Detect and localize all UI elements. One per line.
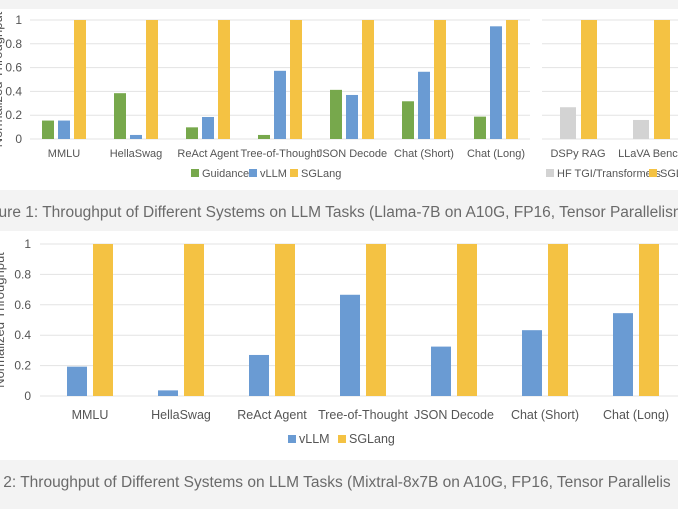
y-tick-label: 0.8 [14,267,31,281]
bar-vllm [249,354,269,396]
figure-1-left-chart: 0 0.2 0.4 0.6 0.8 1 Normalized Throughput MMLU H… [0,11,530,180]
legend-swatch-vllm [249,169,257,177]
x-category-label: MMLU [48,148,80,160]
x-category-label: Chat (Short) [511,408,579,422]
bar-sglang [218,20,230,139]
legend-label: vLLM [299,432,330,446]
bar-sglang [146,20,158,139]
figure-2-caption: Figure 2: Throughput of Different System… [0,474,671,491]
figure-1-caption: Figure 1: Throughput of Different System… [0,204,678,221]
x-category-label: LLaVA Bench [618,148,678,160]
x-category-label: ReAct Agent [237,408,307,422]
bar-sglang [74,20,86,139]
bar-hf-tgi-transformers [633,119,649,139]
bar-sglang [434,20,446,139]
bar-vllm [613,313,633,396]
bar-guidance [42,120,54,139]
legend-swatch-sglang [290,169,298,177]
bar-sglang [581,20,597,139]
bar-sglang [639,244,659,396]
x-category-label: Chat (Long) [603,408,669,422]
y-tick-label: 0.8 [5,37,22,51]
y-tick-label: 0 [24,389,31,403]
x-category-label: Tree-of-Thought [240,148,319,160]
bar-vllm [490,26,502,139]
bar-sglang [366,244,386,396]
bar-sglang [654,20,670,139]
bar-guidance [186,127,198,139]
x-category-label: Chat (Long) [467,148,525,160]
legend-swatch-hf-tgi-transformers [546,169,554,177]
x-category-label: MMLU [72,408,109,422]
bar-sglang [290,20,302,139]
bar-vllm [340,294,360,396]
legend-label: vLLM [260,168,287,180]
bar-sglang [362,20,374,139]
legend-label: SGLang [660,168,678,180]
bar-guidance [474,116,486,139]
bar-sglang [93,244,113,396]
bar-vllm [418,71,430,139]
legend-label: Guidance [202,168,249,180]
legend-swatch-guidance [191,169,199,177]
bar-vllm [58,120,70,139]
y-tick-label: 0.6 [5,61,22,75]
x-category-label: Tree-of-Thought [318,408,408,422]
bar-vllm [431,346,451,396]
y-axis-label: Normalized Throughput [0,252,7,388]
bar-sglang [457,244,477,396]
bar-sglang [506,20,518,139]
bar-hf-tgi-transformers [560,107,576,139]
bar-vllm [522,330,542,396]
x-category-label: JSON Decode [317,148,387,160]
bar-guidance [114,93,126,139]
bar-guidance [258,134,270,139]
bar-vllm [202,116,214,139]
legend-label: SGLang [349,432,395,446]
bar-sglang [184,244,204,396]
y-tick-label: 1 [24,237,31,251]
y-tick-label: 1 [15,13,22,27]
y-tick-label: 0 [15,132,22,146]
bar-sglang [548,244,568,396]
x-category-label: HellaSwag [110,148,163,160]
x-category-label: HellaSwag [151,408,211,422]
x-category-label: ReAct Agent [177,148,238,160]
legend-label: HF TGI/Transformers [557,168,661,180]
figure-1-right-chart: DSPy RAG LLaVA Bench HF TGI/Transformers SG… [542,19,678,180]
x-category-label: Chat (Short) [394,148,454,160]
x-category-label: JSON Decode [414,408,494,422]
legend-swatch-sglang [649,169,657,177]
y-tick-label: 0.2 [5,108,22,122]
x-category-label: DSPy RAG [550,148,605,160]
bar-guidance [330,89,342,139]
legend-swatch-sglang [338,435,346,443]
bar-vllm [346,94,358,139]
bar-vllm [67,366,87,396]
y-axis-label: Normalized Throughput [0,11,5,147]
y-tick-label: 0.6 [14,298,31,312]
bar-sglang [275,244,295,396]
y-tick-label: 0.2 [14,359,31,373]
y-tick-label: 0.4 [5,84,22,98]
bar-vllm [130,134,142,139]
bar-vllm [274,70,286,139]
legend-label: SGLang [301,168,341,180]
legend-swatch-vllm [288,435,296,443]
bar-vllm [158,390,178,396]
figure-2-chart: 0 0.2 0.4 0.6 0.8 1 Normalized Throughput MMLU H… [0,237,678,446]
bar-guidance [402,101,414,139]
y-tick-label: 0.4 [14,328,31,342]
